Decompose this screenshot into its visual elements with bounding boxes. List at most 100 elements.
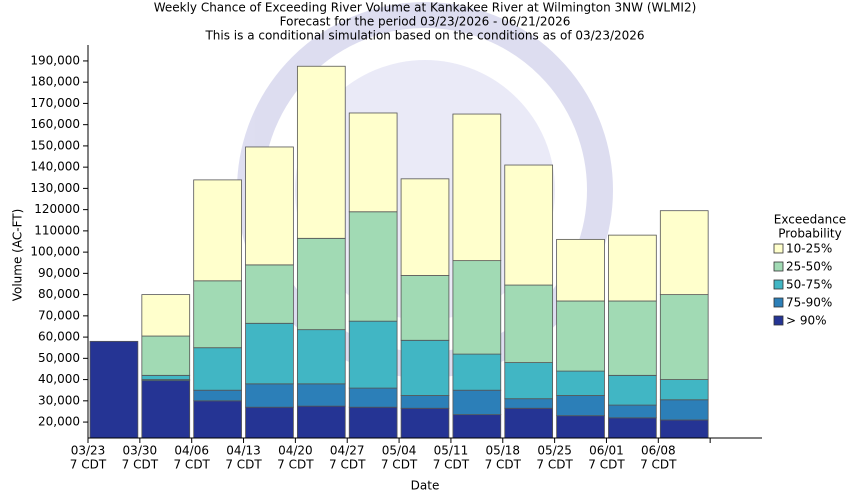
y-tick-label: 50,000 [38, 351, 80, 365]
x-tick-label: 7 CDT [277, 458, 314, 472]
bar-segment [659, 294, 709, 380]
x-tick-label: 05/25 [537, 444, 572, 458]
bar-segment [141, 374, 191, 380]
bar-segment [452, 414, 502, 439]
bar-segment [245, 264, 294, 324]
y-tick-label: 20,000 [38, 415, 80, 429]
bar-segment [348, 406, 398, 439]
bar-segment [245, 322, 294, 385]
bar-segment [608, 374, 657, 406]
bar-segment [400, 407, 450, 439]
bar-segment [141, 380, 191, 439]
x-tick-label: 06/08 [641, 444, 676, 458]
chart-title: Weekly Chance of Exceeding River Volume … [154, 1, 697, 15]
x-tick-label: 7 CDT [173, 458, 210, 472]
bar-segment [659, 419, 709, 439]
legend-swatch [773, 243, 784, 254]
bar-segment [193, 179, 242, 282]
legend-swatch [773, 279, 784, 290]
bar-segment [556, 395, 605, 417]
bar-segment [296, 65, 346, 239]
y-tick-label: 90,000 [38, 266, 80, 280]
y-tick-label: 180,000 [30, 75, 80, 89]
bar-segment [504, 164, 554, 286]
y-tick-label: 40,000 [38, 372, 80, 386]
bar-segment [504, 284, 554, 363]
x-tick-label: 7 CDT [588, 458, 625, 472]
legend-title: Probability [778, 227, 841, 241]
bar-segment [556, 300, 605, 372]
legend-label: 75-90% [786, 296, 832, 310]
legend-swatch [773, 315, 784, 326]
bar-segment [659, 210, 709, 296]
bar-segment [296, 405, 346, 439]
bar-segment [296, 237, 346, 331]
bar-segment [245, 383, 294, 408]
bar-segment [141, 335, 191, 376]
x-tick-label: 05/11 [434, 444, 469, 458]
x-tick-label: 7 CDT [485, 458, 522, 472]
bar-segment [504, 398, 554, 409]
bar-segment [400, 178, 450, 276]
bar-segment [504, 407, 554, 439]
bar-segment [296, 383, 346, 407]
legend-label: 10-25% [786, 242, 832, 256]
x-tick-label: 7 CDT [640, 458, 677, 472]
bar-segment [504, 362, 554, 400]
y-tick-label: 160,000 [30, 117, 80, 131]
bar-segment [659, 399, 709, 421]
bar-segment [452, 353, 502, 391]
bar-segment [608, 234, 657, 302]
bar-segment [193, 389, 242, 402]
x-tick-label: 04/20 [278, 444, 313, 458]
y-tick-label: 170,000 [30, 96, 80, 110]
x-tick-label: 7 CDT [225, 458, 262, 472]
x-tick-label: 7 CDT [70, 458, 107, 472]
chart-subtitle: This is a conditional simulation based o… [204, 29, 644, 43]
bar-segment [193, 280, 242, 349]
chart-subtitle: Forecast for the period 03/23/2026 - 06/… [280, 15, 571, 29]
bar-segment [348, 211, 398, 322]
y-tick-label: 120000 [34, 202, 80, 216]
bar-segment [400, 275, 450, 341]
bar-segment [245, 406, 294, 439]
legend-label: 50-75% [786, 278, 832, 292]
y-tick-label: 30,000 [38, 393, 80, 407]
y-tick-label: 140,000 [30, 160, 80, 174]
y-tick-label: 130,000 [30, 181, 80, 195]
x-tick-label: 7 CDT [433, 458, 470, 472]
bar-segment [608, 417, 657, 439]
bar-segment [608, 404, 657, 419]
legend-label: 25-50% [786, 260, 832, 274]
bar-segment [400, 395, 450, 409]
x-tick-label: 7 CDT [381, 458, 418, 472]
x-tick-label: 04/06 [174, 444, 209, 458]
legend-swatch [773, 261, 784, 272]
y-tick-label: 190,000 [30, 53, 80, 67]
bar-segment [348, 320, 398, 389]
legend-swatch [773, 297, 784, 308]
bar-segment [89, 340, 139, 439]
bar-segment [452, 260, 502, 355]
bar-segment [608, 300, 657, 376]
bar-segment [348, 387, 398, 408]
y-tick-label: 100,000 [30, 245, 80, 259]
bar-segment [400, 339, 450, 396]
x-tick-label: 7 CDT [536, 458, 573, 472]
y-tick-label: 70,000 [38, 308, 80, 322]
bar-segment [556, 370, 605, 396]
bar-segment [659, 379, 709, 401]
x-tick-label: 04/27 [330, 444, 365, 458]
bar-segment [193, 400, 242, 439]
y-tick-label: 150,000 [30, 138, 80, 152]
legend-title: Exceedance [774, 213, 846, 227]
bar-segment [141, 294, 191, 337]
legend-label: > 90% [786, 314, 827, 328]
y-tick-label: 80,000 [38, 287, 80, 301]
bar-segment [452, 389, 502, 416]
x-tick-label: 05/04 [382, 444, 417, 458]
y-axis-label: Volume (AC-FT) [11, 209, 25, 302]
bar-segment [556, 238, 605, 302]
bar-segment [348, 112, 398, 213]
